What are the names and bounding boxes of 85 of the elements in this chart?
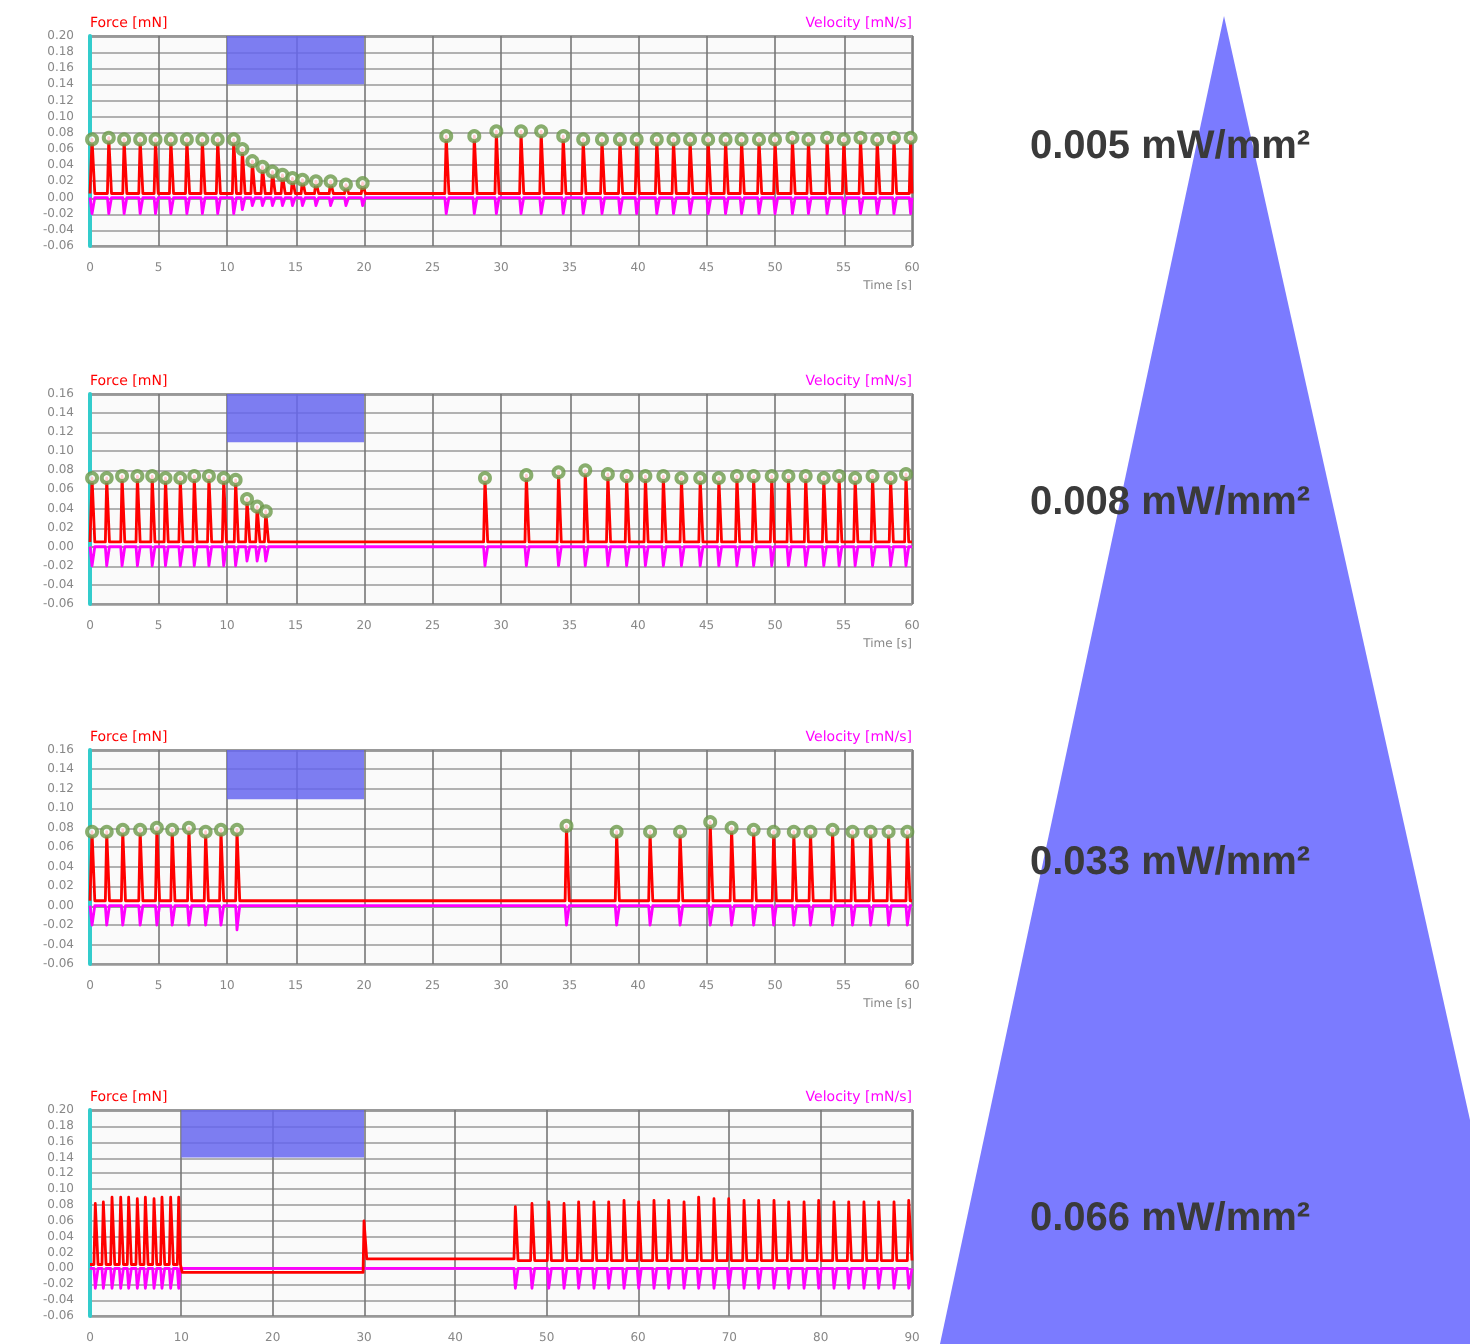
point: [295, 172, 310, 187]
point: [853, 130, 868, 145]
point: [145, 469, 160, 484]
point: [785, 130, 800, 145]
point: [551, 465, 566, 480]
point: [848, 471, 863, 485]
point: [514, 124, 528, 139]
point: [338, 177, 353, 192]
point: [163, 132, 178, 147]
point: [226, 132, 241, 147]
point: [903, 130, 918, 145]
point: [250, 499, 265, 514]
point: [133, 132, 148, 147]
point: [751, 132, 766, 147]
point: [729, 469, 744, 484]
point: [158, 471, 173, 485]
point: [173, 471, 188, 485]
point: [117, 132, 132, 147]
point: [600, 467, 615, 482]
point: [612, 132, 627, 147]
point: [764, 469, 779, 484]
point: [99, 471, 114, 485]
point: [816, 471, 831, 485]
point: [798, 469, 813, 484]
point: [832, 469, 847, 484]
point: [275, 167, 290, 182]
point: [576, 132, 591, 147]
point: [195, 132, 210, 147]
point: [746, 469, 761, 484]
point: [228, 472, 243, 487]
point: [489, 124, 504, 139]
point: [674, 471, 689, 485]
point: [210, 132, 225, 147]
point: [477, 471, 492, 485]
point: [201, 469, 216, 484]
point: [101, 130, 116, 145]
point: [519, 468, 534, 483]
point: [355, 176, 370, 190]
point: [768, 132, 782, 147]
point: [439, 129, 454, 144]
point: [649, 132, 664, 147]
point: [666, 132, 681, 147]
point: [870, 132, 885, 147]
point: [656, 469, 671, 484]
point: [898, 467, 913, 482]
point: [285, 171, 300, 186]
point: [556, 129, 571, 144]
point: [467, 129, 482, 144]
point: [594, 132, 609, 147]
point: [179, 132, 194, 147]
point: [130, 469, 145, 484]
point: [115, 469, 130, 484]
point: [265, 164, 280, 179]
point: [638, 469, 653, 484]
point: [216, 471, 231, 485]
point: [534, 124, 549, 139]
point: [235, 142, 250, 157]
point: [323, 174, 338, 189]
point: [683, 132, 698, 147]
point: [711, 471, 726, 485]
point: [308, 174, 323, 189]
point: [886, 130, 901, 145]
point: [718, 132, 733, 147]
point: [148, 132, 163, 147]
point: [801, 132, 816, 147]
point: [701, 132, 716, 147]
point: [693, 471, 708, 485]
point: [578, 463, 593, 478]
point: [258, 504, 273, 519]
point: [240, 492, 254, 506]
point: [255, 159, 270, 174]
point: [85, 471, 100, 485]
point: [865, 469, 880, 484]
point: [187, 469, 202, 484]
point: [85, 132, 100, 147]
point: [245, 154, 260, 169]
line-series: [88, 1195, 914, 1274]
point: [836, 132, 851, 147]
point: [619, 469, 634, 484]
point: [883, 471, 898, 485]
point: [820, 130, 835, 145]
point: [734, 132, 749, 147]
point: [781, 469, 796, 484]
text: 0.066 mW/mm²: [1030, 1196, 1311, 1242]
point: [629, 132, 644, 147]
